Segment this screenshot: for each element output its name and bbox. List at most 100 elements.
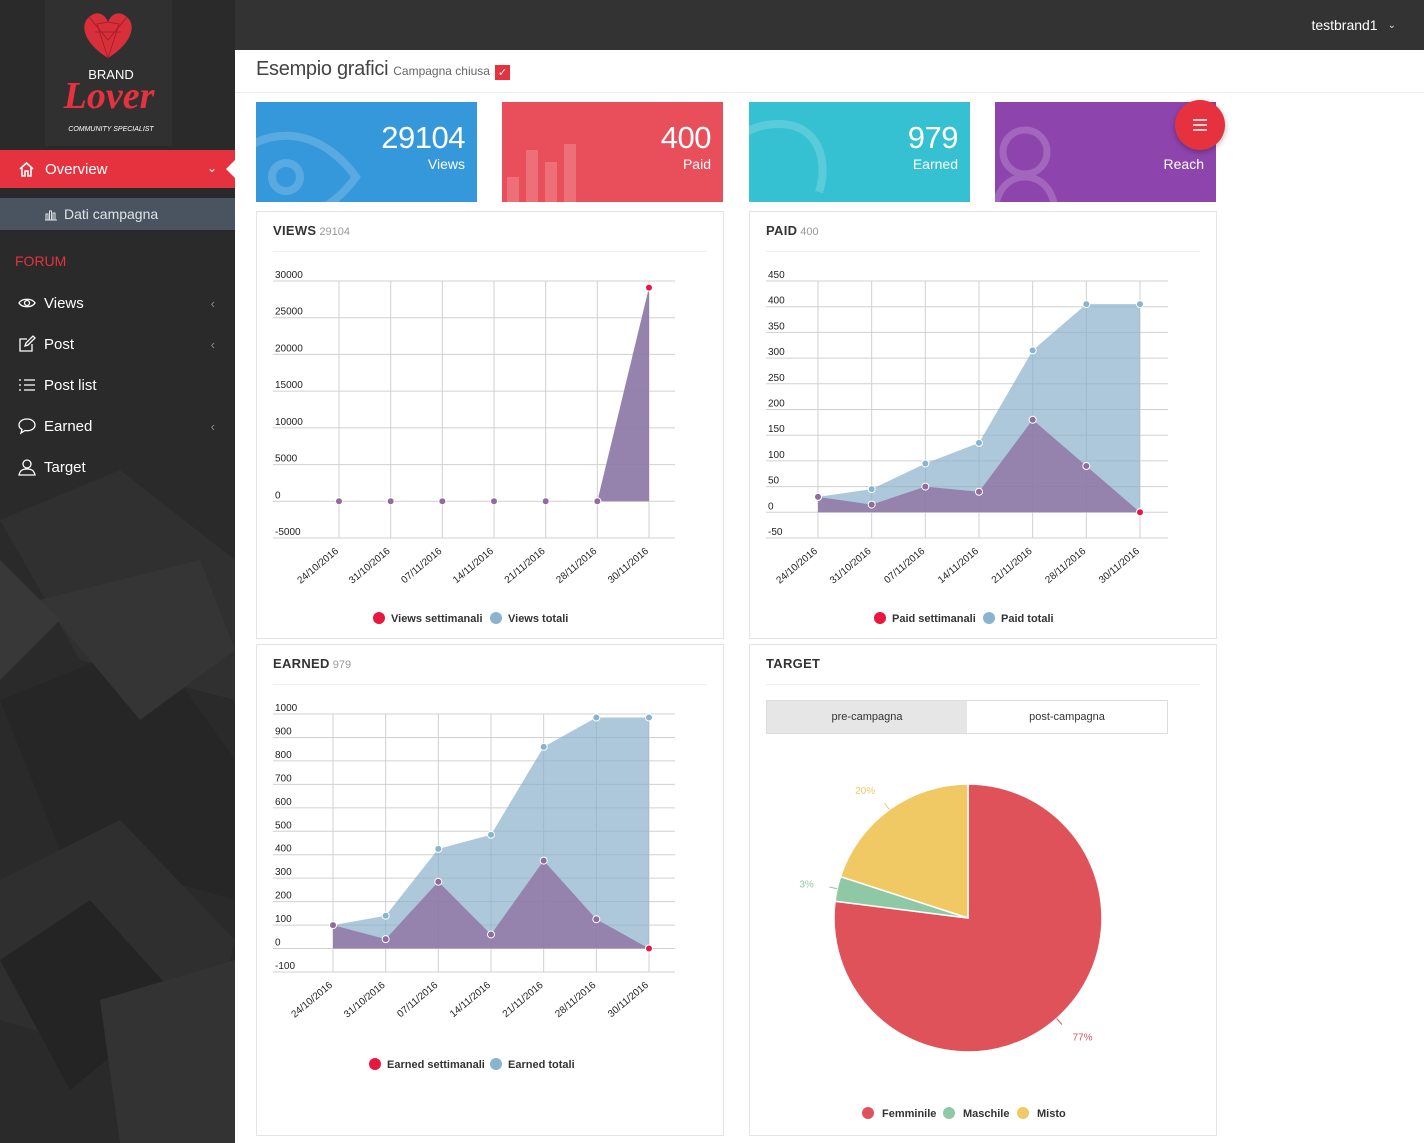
pie-value-label: 77% bbox=[1072, 1033, 1092, 1044]
y-tick-label: 400 bbox=[768, 296, 785, 307]
y-tick-label: -100 bbox=[275, 961, 295, 972]
panel-title: VIEWS bbox=[273, 223, 317, 238]
panel-target: TARGET 77% 3% 20% Femminile Maschile Misto pr… bbox=[749, 644, 1217, 1136]
sidebar-item-dati-campagna[interactable]: Dati campagna bbox=[0, 198, 235, 230]
data-point bbox=[1136, 300, 1144, 309]
page-subtitle: Campagna chiusa bbox=[393, 64, 490, 78]
pie-slice bbox=[839, 783, 969, 920]
eye-icon bbox=[18, 298, 36, 308]
legend-marker bbox=[874, 612, 886, 624]
data-point bbox=[814, 492, 822, 501]
panel-views: VIEWS 29104 30000 25000 20000 15000 10000 5000… bbox=[256, 211, 724, 639]
legend-label: Misto bbox=[1037, 1108, 1066, 1120]
panel-title: TARGET bbox=[766, 656, 821, 671]
chat-icon bbox=[18, 418, 36, 435]
pie-label-leader bbox=[884, 802, 890, 810]
data-point bbox=[645, 283, 653, 292]
y-tick-label: 100 bbox=[768, 450, 785, 461]
menu-fab-button[interactable] bbox=[1175, 100, 1225, 150]
user-menu[interactable]: testbrand1 ⌄ bbox=[1311, 17, 1396, 33]
stat-label: Earned bbox=[912, 156, 958, 172]
data-point bbox=[490, 497, 498, 506]
active-notch bbox=[226, 159, 235, 179]
y-tick-label: 30000 bbox=[275, 270, 303, 281]
sidebar-item-overview[interactable]: Overview ⌄ bbox=[0, 150, 235, 188]
x-tick-label: 07/11/2016 bbox=[399, 546, 444, 586]
data-point bbox=[539, 742, 548, 751]
panel-count: 400 bbox=[800, 226, 819, 238]
user-icon bbox=[18, 459, 36, 476]
stat-value: 400 bbox=[660, 120, 712, 155]
legend-marker bbox=[369, 1058, 381, 1070]
data-point bbox=[592, 713, 601, 722]
list-icon bbox=[19, 379, 35, 391]
y-tick-label: 0 bbox=[275, 938, 281, 949]
logo[interactable]: BRAND Lover COMMUNITY SPECIALIST bbox=[45, 0, 172, 146]
paid-chart: 450 400 350 300 250 200 150 100 50 0 -50 24/10/2016… bbox=[766, 270, 1168, 625]
panel-count: 979 bbox=[332, 659, 352, 671]
stat-tile-views[interactable]: 29104 Views bbox=[256, 102, 477, 202]
y-tick-label: 600 bbox=[275, 797, 292, 808]
sidebar-item-post[interactable]: Post ‹ bbox=[0, 327, 235, 361]
x-tick-label: 14/11/2016 bbox=[448, 980, 493, 1020]
legend-label: Earned settimanali bbox=[387, 1059, 485, 1071]
sidebar-item-label: Overview bbox=[45, 160, 108, 178]
sidebar-item-earned[interactable]: Earned ‹ bbox=[0, 409, 235, 443]
panel-header: TARGET bbox=[766, 655, 1200, 685]
data-point bbox=[487, 830, 495, 839]
edit-icon bbox=[19, 335, 36, 352]
data-point bbox=[1082, 462, 1091, 471]
y-tick-label: 1000 bbox=[275, 703, 298, 714]
chevron-left-icon: ‹ bbox=[210, 336, 215, 352]
data-point bbox=[593, 497, 602, 506]
data-point bbox=[645, 713, 653, 722]
stat-tile-paid[interactable]: 400 Paid bbox=[502, 102, 723, 202]
tab-pre-campagna[interactable]: pre-campagna bbox=[767, 701, 967, 733]
data-point bbox=[592, 915, 601, 924]
legend-label: Paid totali bbox=[1001, 613, 1054, 625]
x-tick-label: 24/10/2016 bbox=[296, 546, 342, 587]
pie-label-leader bbox=[1056, 1018, 1063, 1025]
series-area bbox=[333, 860, 649, 949]
data-point bbox=[335, 497, 343, 506]
legend-marker bbox=[983, 612, 995, 624]
legend-label: Femminile bbox=[882, 1108, 936, 1120]
earned-chart: 10009008007006005004003002001000-10024/1… bbox=[273, 703, 675, 1071]
x-tick-label: 07/11/2016 bbox=[395, 980, 440, 1020]
x-tick-label: 31/10/2016 bbox=[828, 546, 874, 587]
checkmark-icon: ✓ bbox=[494, 65, 510, 80]
pie-value-label: 20% bbox=[855, 786, 875, 797]
sidebar-sub-label: Dati campagna bbox=[64, 206, 159, 222]
data-point bbox=[1082, 300, 1091, 309]
data-point bbox=[867, 485, 876, 494]
x-tick-label: 30/11/2016 bbox=[606, 546, 651, 586]
data-point bbox=[975, 487, 983, 496]
stat-value: 29104 bbox=[381, 120, 465, 155]
x-tick-label: 21/11/2016 bbox=[501, 980, 546, 1020]
panel-title: EARNED bbox=[273, 656, 330, 671]
legend-label: Views settimanali bbox=[391, 613, 483, 625]
data-point bbox=[921, 459, 930, 468]
sidebar-item-post-list[interactable]: Post list bbox=[0, 368, 235, 402]
logo-tagline: COMMUNITY SPECIALIST bbox=[68, 126, 154, 133]
sidebar-item-label: Post list bbox=[44, 376, 97, 394]
x-tick-label: 24/10/2016 bbox=[290, 980, 336, 1021]
sidebar-item-label: Post bbox=[44, 335, 75, 353]
x-tick-label: 21/11/2016 bbox=[990, 546, 1035, 586]
y-tick-label: 350 bbox=[768, 321, 785, 332]
stat-label: Views bbox=[427, 156, 465, 172]
data-point bbox=[921, 482, 930, 491]
stat-label: Reach bbox=[1163, 156, 1204, 172]
legend-marker bbox=[490, 1058, 502, 1070]
panel-header: PAID 400 bbox=[766, 222, 1200, 252]
stat-value: 979 bbox=[907, 120, 959, 155]
x-tick-label: 31/10/2016 bbox=[347, 546, 393, 587]
tab-post-campagna[interactable]: post-campagna bbox=[967, 701, 1167, 733]
stat-tile-earned[interactable]: 979 Earned bbox=[749, 102, 970, 202]
data-point bbox=[645, 944, 653, 953]
sidebar-background bbox=[0, 470, 235, 1143]
y-tick-label: 300 bbox=[275, 867, 292, 878]
legend-marker bbox=[1017, 1107, 1029, 1119]
sidebar-item-views[interactable]: Views ‹ bbox=[0, 286, 235, 320]
sidebar-item-target[interactable]: Target bbox=[0, 450, 235, 484]
